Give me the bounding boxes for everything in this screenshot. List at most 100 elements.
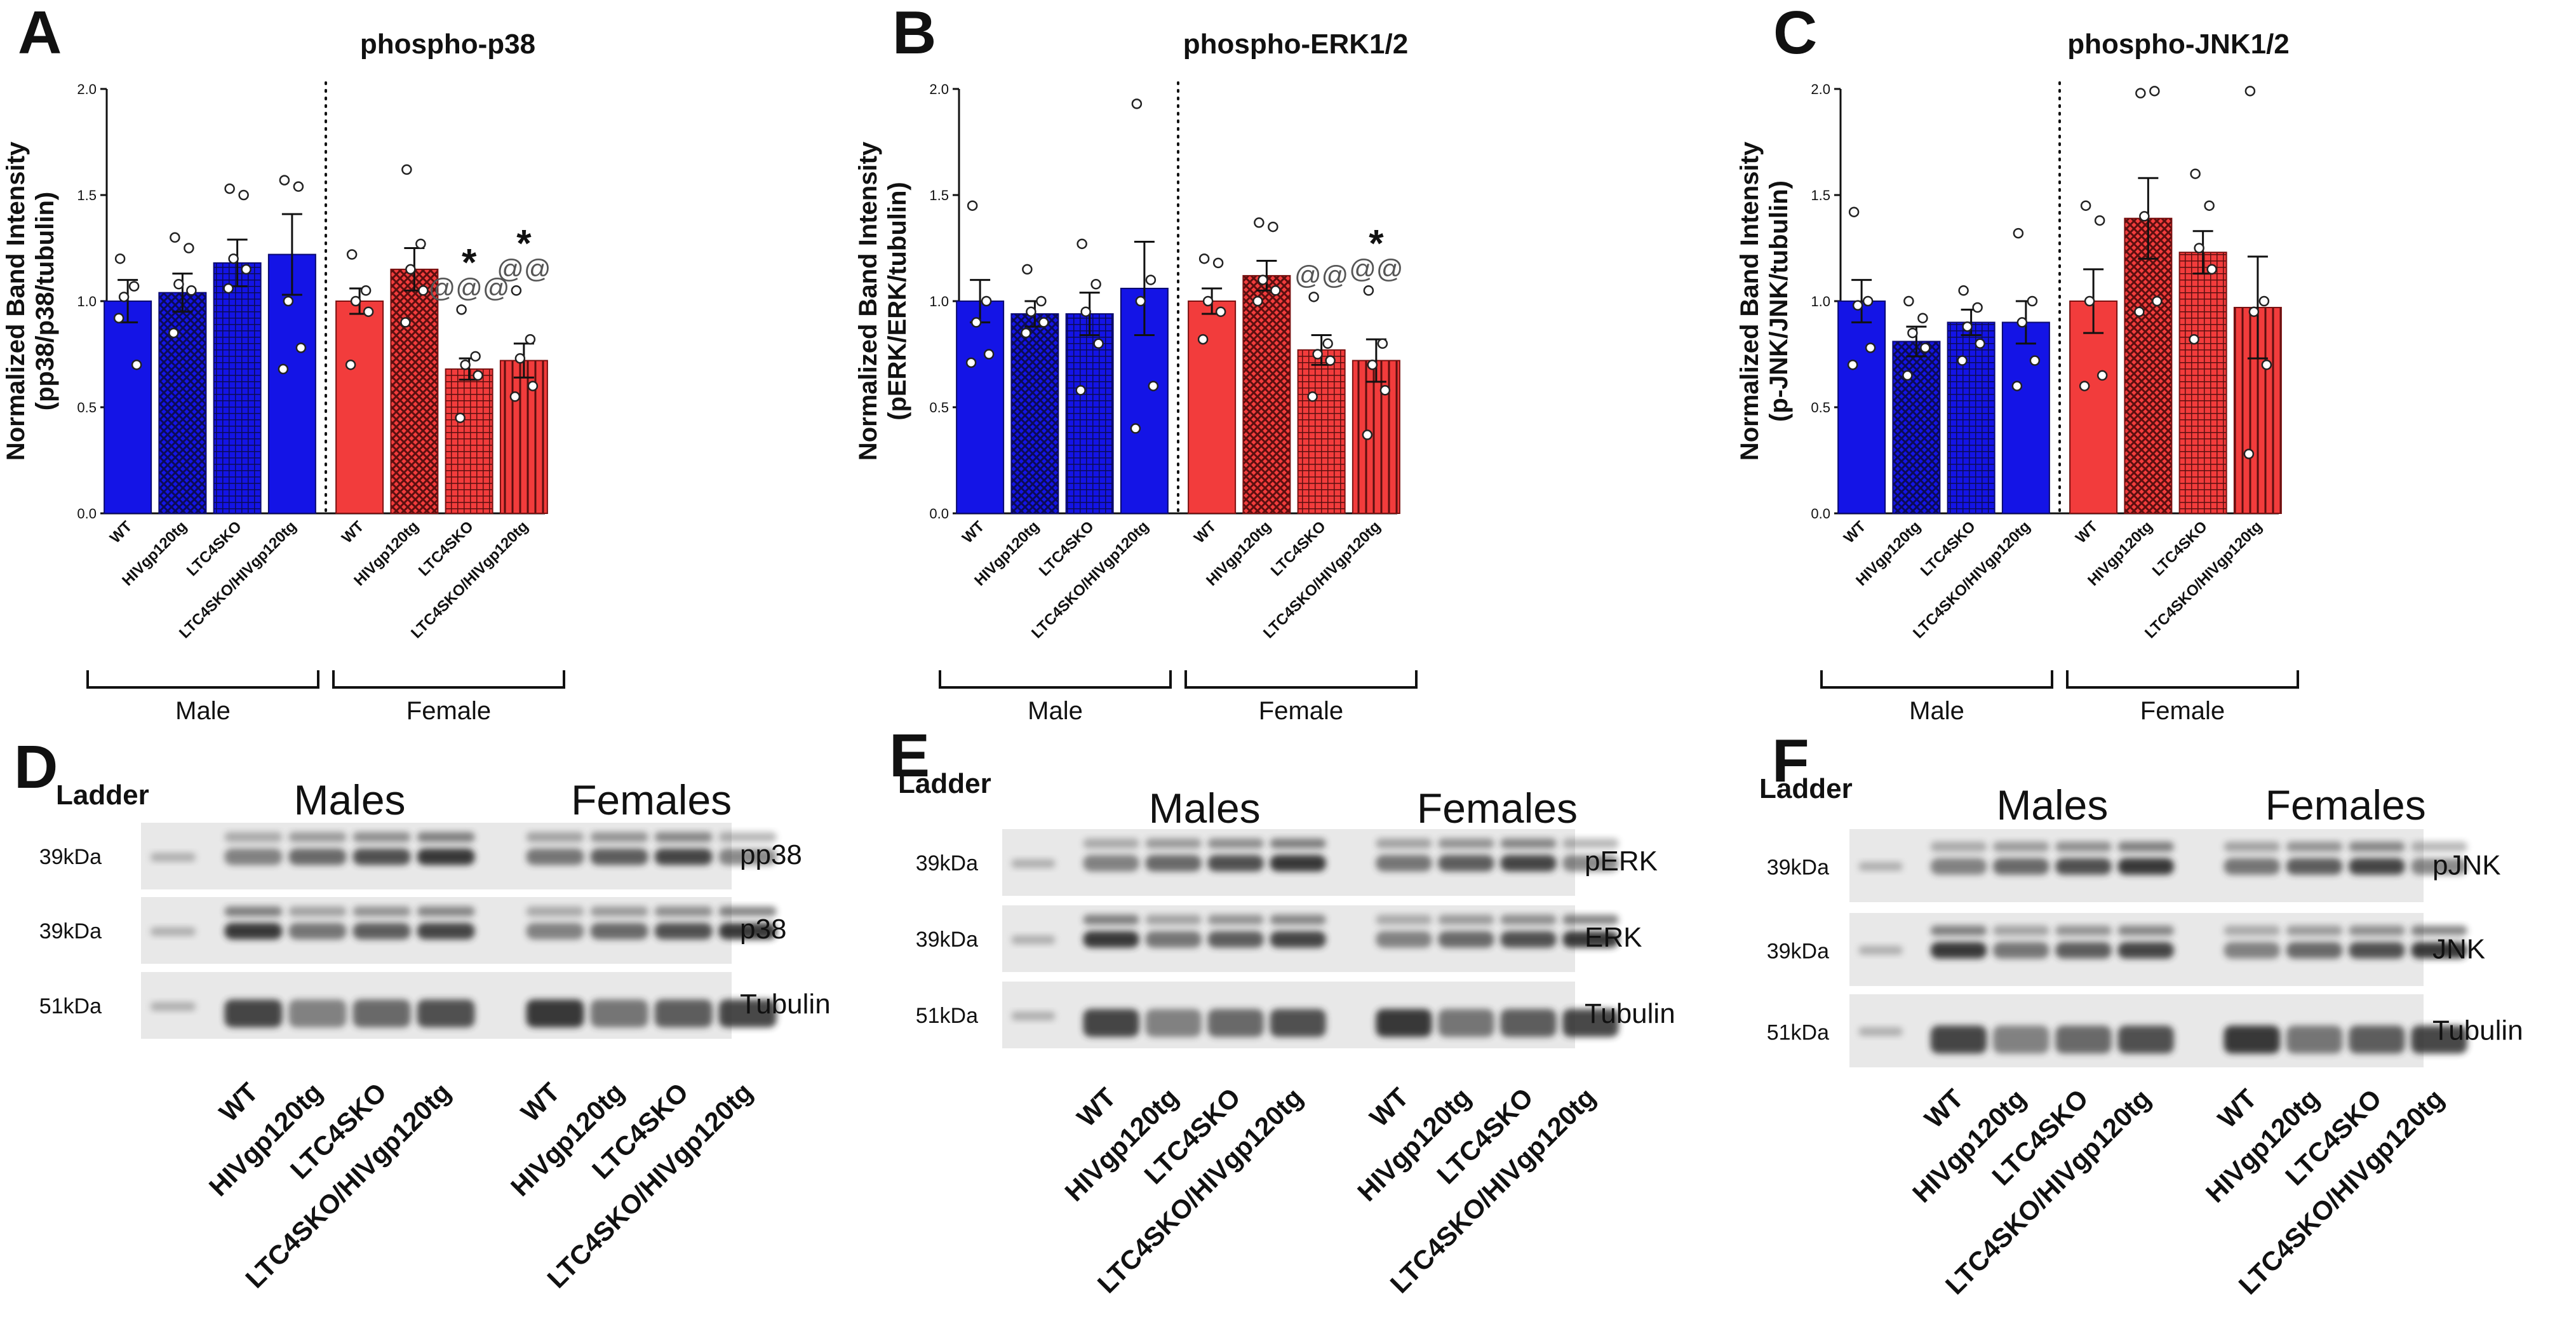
significance-symbol: @@: [497, 253, 551, 283]
protein-band: [1500, 855, 1557, 872]
data-point: [113, 313, 124, 323]
bar: [1065, 313, 1114, 514]
ladder-band: [1858, 1027, 1903, 1036]
protein-band: [1145, 931, 1202, 948]
significance-symbol: @@: [1349, 253, 1403, 283]
y-axis-label-line: (pp38/p38/tubulin): [31, 192, 59, 410]
protein-band: [1270, 1009, 1326, 1037]
protein-band: [2224, 942, 2280, 959]
chart-title: phospho-ERK1/2: [1183, 29, 1408, 60]
y-axis-label-line: Normalized Band Intensity: [1736, 141, 1764, 461]
protein-band: [1562, 1009, 1619, 1037]
protein-band: [288, 906, 347, 917]
data-point: [2139, 211, 2150, 222]
data-point: [118, 292, 130, 302]
data-point: [1362, 429, 1373, 440]
protein-band: [1438, 914, 1494, 925]
protein-band: [2411, 1025, 2467, 1054]
bar: [2124, 217, 2173, 514]
blot-header-females: Females: [571, 776, 732, 823]
protein-band: [1207, 855, 1264, 872]
protein-band: [1145, 1009, 1202, 1037]
ladder-band: [151, 1002, 196, 1011]
y-tick-label: 1.5: [77, 187, 97, 203]
protein-band: [1500, 1009, 1557, 1037]
data-point: [1254, 217, 1265, 228]
panel-label: F: [1772, 727, 1809, 795]
protein-band: [1438, 838, 1494, 849]
data-point: [293, 181, 304, 192]
data-point: [2194, 243, 2204, 253]
protein-band: [526, 999, 584, 1028]
protein-band: [2055, 858, 2112, 875]
protein-band: [1376, 838, 1432, 849]
protein-band: [2224, 1025, 2280, 1054]
data-point: [350, 295, 361, 307]
data-point: [2244, 86, 2256, 97]
ladder-band: [1011, 935, 1056, 945]
protein-band: [1930, 925, 1987, 936]
data-point: [1270, 285, 1281, 296]
protein-band: [1376, 931, 1432, 948]
protein-band: [526, 832, 584, 842]
data-point: [1379, 385, 1391, 396]
kda-marker: 39kDa: [916, 928, 978, 952]
protein-band: [1145, 838, 1202, 849]
data-point: [2084, 295, 2095, 307]
protein-band: [1270, 838, 1326, 849]
data-point: [405, 264, 416, 275]
protein-band: [2117, 858, 2174, 875]
protein-band: [590, 999, 648, 1028]
protein-band: [1930, 1025, 1987, 1054]
bar: [158, 292, 207, 514]
band-label: ERK: [1585, 922, 1642, 953]
protein-band: [1993, 925, 2049, 936]
protein-band: [1993, 841, 2049, 852]
data-point: [967, 200, 978, 211]
protein-band: [1083, 931, 1139, 948]
y-tick-label: 0.5: [929, 400, 949, 416]
data-point: [238, 189, 249, 201]
protein-band: [2117, 1025, 2174, 1054]
bar: [1188, 301, 1237, 514]
data-point: [186, 285, 197, 296]
protein-band: [352, 848, 411, 865]
protein-band: [2286, 858, 2343, 875]
protein-band: [1270, 931, 1326, 948]
data-point: [168, 327, 179, 339]
protein-band: [2411, 858, 2467, 875]
data-point: [1847, 359, 1858, 370]
bar: [2233, 307, 2282, 514]
protein-band: [1500, 838, 1557, 849]
data-point: [278, 363, 289, 375]
group-label: Female: [1259, 697, 1343, 725]
data-point: [1131, 98, 1143, 109]
protein-band: [1083, 855, 1139, 872]
data-point: [527, 381, 539, 391]
data-point: [2248, 306, 2260, 317]
data-point: [1135, 295, 1146, 307]
data-point: [400, 317, 411, 328]
protein-band: [1270, 914, 1326, 925]
y-tick-label: 2.0: [77, 81, 97, 97]
data-point: [1077, 238, 1087, 250]
ladder-band: [1011, 859, 1056, 868]
y-axis-label: Normalized Band Intensity(pERK/ERK/tubul…: [854, 141, 911, 461]
protein-band: [417, 999, 475, 1028]
data-point: [2206, 264, 2217, 275]
chart-title: phospho-p38: [360, 29, 535, 60]
y-tick-label: 0.5: [77, 400, 97, 416]
protein-band: [2286, 1025, 2343, 1054]
protein-band: [1270, 855, 1326, 872]
data-point: [2134, 306, 2145, 317]
protein-band: [1145, 914, 1202, 925]
protein-band: [2224, 841, 2280, 852]
bar: [1892, 341, 1941, 515]
protein-band: [2055, 925, 2112, 936]
protein-band: [417, 832, 475, 842]
data-point: [1212, 257, 1224, 269]
data-point: [970, 317, 982, 328]
protein-band: [1993, 1025, 2049, 1054]
